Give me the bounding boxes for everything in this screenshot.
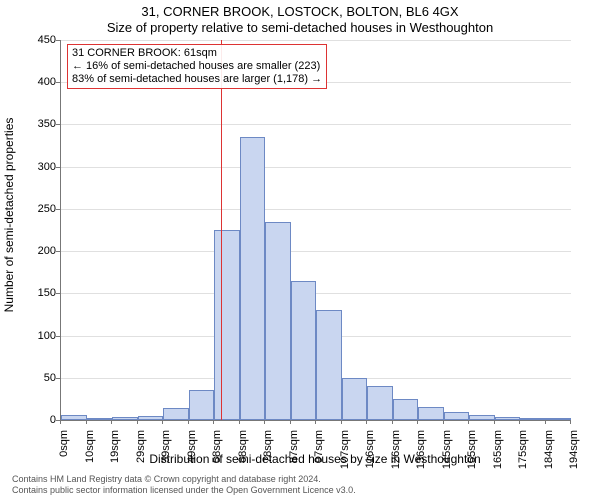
x-tick-mark <box>290 420 291 424</box>
y-tick-label: 200 <box>16 245 56 257</box>
y-tick-label: 50 <box>16 372 56 384</box>
chart-subtitle: Size of property relative to semi-detach… <box>0 20 600 35</box>
marker-line <box>221 40 222 420</box>
gridline <box>61 40 571 41</box>
x-tick-mark <box>162 420 163 424</box>
x-tick-mark <box>137 420 138 424</box>
x-tick-mark <box>315 420 316 424</box>
x-tick-mark <box>519 420 520 424</box>
histogram-bar <box>291 281 317 420</box>
x-tick-mark <box>188 420 189 424</box>
footer-attribution: Contains HM Land Registry data © Crown c… <box>12 474 588 496</box>
x-tick-mark <box>443 420 444 424</box>
histogram-bar <box>189 390 215 420</box>
x-tick-mark <box>86 420 87 424</box>
histogram-bar <box>342 378 368 420</box>
chart-title: 31, CORNER BROOK, LOSTOCK, BOLTON, BL6 4… <box>0 4 600 19</box>
gridline <box>61 124 571 125</box>
histogram-bar <box>240 137 266 420</box>
histogram-bar <box>265 222 291 420</box>
y-tick-label: 250 <box>16 203 56 215</box>
histogram-bar <box>546 418 572 420</box>
x-tick-mark <box>341 420 342 424</box>
gridline <box>61 209 571 210</box>
chart-container: 31, CORNER BROOK, LOSTOCK, BOLTON, BL6 4… <box>0 0 600 500</box>
annotation-line: ← 16% of semi-detached houses are smalle… <box>72 60 322 73</box>
x-axis-label: Distribution of semi-detached houses by … <box>60 452 570 466</box>
x-tick-mark <box>494 420 495 424</box>
y-tick-label: 450 <box>16 34 56 46</box>
histogram-bar <box>87 418 113 420</box>
histogram-bar <box>418 407 444 420</box>
y-tick-label: 100 <box>16 330 56 342</box>
x-tick-mark <box>239 420 240 424</box>
histogram-bar <box>163 408 189 420</box>
annotation-line: 83% of semi-detached houses are larger (… <box>72 73 322 86</box>
y-tick-label: 400 <box>16 76 56 88</box>
histogram-bar <box>469 415 495 420</box>
annotation-box: 31 CORNER BROOK: 61sqm← 16% of semi-deta… <box>67 44 327 89</box>
histogram-bar <box>112 417 138 420</box>
x-tick-mark <box>60 420 61 424</box>
x-tick-mark <box>264 420 265 424</box>
histogram-bar <box>138 416 164 420</box>
y-tick-label: 350 <box>16 118 56 130</box>
x-tick-mark <box>417 420 418 424</box>
x-tick-mark <box>545 420 546 424</box>
histogram-bar <box>495 417 521 420</box>
histogram-bar <box>520 418 546 420</box>
histogram-bar <box>316 310 342 420</box>
x-tick-mark <box>366 420 367 424</box>
x-tick-mark <box>468 420 469 424</box>
gridline <box>61 167 571 168</box>
histogram-bar <box>393 399 419 420</box>
x-tick-mark <box>111 420 112 424</box>
y-tick-label: 300 <box>16 161 56 173</box>
histogram-bar <box>61 415 87 420</box>
plot-area: 31 CORNER BROOK: 61sqm← 16% of semi-deta… <box>60 40 571 421</box>
x-tick-mark <box>213 420 214 424</box>
y-tick-label: 0 <box>16 414 56 426</box>
x-tick-mark <box>570 420 571 424</box>
x-tick-mark <box>392 420 393 424</box>
histogram-bar <box>214 230 240 420</box>
histogram-bar <box>367 386 393 420</box>
gridline <box>61 293 571 294</box>
annotation-line: 31 CORNER BROOK: 61sqm <box>72 47 322 60</box>
histogram-bar <box>444 412 470 420</box>
gridline <box>61 251 571 252</box>
y-axis-label: Number of semi-detached properties <box>2 0 22 430</box>
y-tick-label: 150 <box>16 287 56 299</box>
